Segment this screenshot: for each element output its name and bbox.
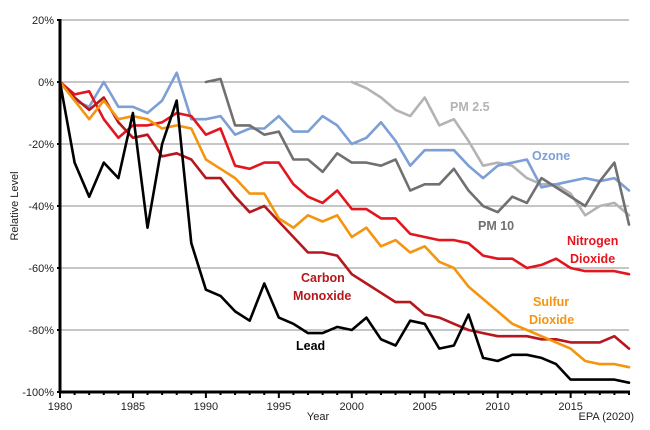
series-line-sulfur-dioxide	[58, 80, 631, 369]
series-line-ozone	[58, 71, 631, 192]
label-nitrogen-line2: Dioxide	[570, 252, 615, 266]
label-nitrogen-line1: Nitrogen	[567, 234, 618, 248]
x-tick-label: 1995	[267, 401, 291, 413]
x-tick-label: 1985	[121, 401, 145, 413]
series-lines	[58, 71, 631, 385]
series-line-pm-10	[204, 77, 631, 226]
y-tick-label: -40%	[28, 201, 54, 213]
label-sulfur-line2: Dioxide	[529, 313, 574, 327]
label-pm10: PM 10	[478, 219, 514, 233]
x-tick-label: 2010	[485, 401, 509, 413]
series-line-pm-2-5	[350, 80, 631, 217]
y-axis-ticks: 20% 0% -20% -40% -60% -80% -100%	[22, 15, 60, 399]
series-line-lead	[58, 80, 631, 385]
label-sulfur-line1: Sulfur	[533, 295, 569, 309]
y-tick-label: -60%	[28, 263, 54, 275]
y-tick-label: 20%	[32, 15, 54, 27]
label-carbon-line1: Carbon	[301, 271, 345, 285]
series-line-carbon-monoxide	[58, 80, 631, 350]
label-ozone: Ozone	[532, 149, 570, 163]
y-tick-label: 0%	[38, 77, 54, 89]
y-tick-label: -20%	[28, 139, 54, 151]
label-lead: Lead	[296, 339, 325, 353]
x-tick-label: 2000	[340, 401, 364, 413]
x-tick-label: 2005	[413, 401, 437, 413]
series-labels: PM 2.5 Ozone PM 10 Nitrogen Dioxide Carb…	[293, 100, 618, 353]
x-tick-label: 1990	[194, 401, 218, 413]
label-carbon-line2: Monoxide	[293, 289, 351, 303]
x-axis-title: Year	[307, 411, 330, 423]
y-axis-title: Relative Level	[9, 171, 21, 240]
x-axis-ticks: 1980 1985 1990 1995 2000 2005 2010 2015	[48, 392, 630, 413]
x-tick-label: 1980	[48, 401, 72, 413]
x-tick-label: 2015	[558, 401, 582, 413]
source-note: EPA (2020)	[579, 411, 634, 423]
label-pm25: PM 2.5	[450, 100, 490, 114]
y-tick-label: -100%	[22, 387, 54, 399]
y-tick-label: -80%	[28, 325, 54, 337]
